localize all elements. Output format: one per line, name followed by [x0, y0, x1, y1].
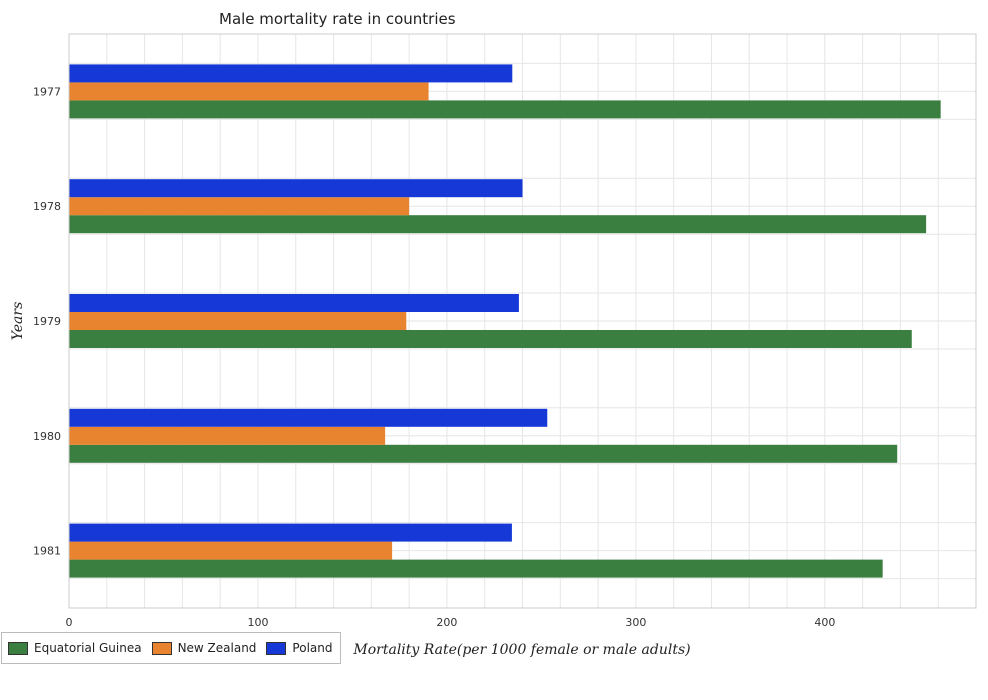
y-axis-ticks: 1977 1978 1979 1980 1981 [33, 85, 61, 557]
bar-new-zealand-1977 [69, 82, 429, 101]
bar-new-zealand-1980 [69, 426, 386, 445]
y-tick-label: 1980 [33, 430, 61, 443]
x-tick-label: 400 [814, 616, 835, 629]
bar-poland-1977 [69, 64, 513, 83]
bar-poland-1979 [69, 294, 519, 312]
bar-new-zealand-1978 [69, 197, 410, 216]
bar-poland-1978 [69, 179, 523, 198]
x-axis-ticks: 0 100 200 300 400 [66, 616, 836, 629]
chart-title: Male mortality rate in countries [219, 10, 456, 28]
legend-swatch [8, 641, 28, 655]
bar-equatorial-guinea-1979 [69, 330, 912, 348]
legend-label: Poland [292, 641, 333, 655]
legend: Equatorial Guinea New Zealand Poland [1, 632, 342, 664]
bar-equatorial-guinea-1980 [69, 444, 898, 463]
plot-frame [68, 33, 977, 609]
x-tick-label: 100 [247, 616, 268, 629]
legend-item: Poland [266, 641, 332, 655]
y-axis-label: Years [10, 302, 26, 341]
legend-label: Equatorial Guinea [34, 641, 142, 655]
bar-new-zealand-1981 [69, 541, 393, 560]
bar-poland-1981 [69, 523, 512, 542]
bars [69, 64, 941, 578]
legend-item: Equatorial Guinea [8, 641, 142, 655]
x-tick-label: 200 [436, 616, 457, 629]
bar-new-zealand-1979 [69, 312, 407, 330]
y-tick-label: 1979 [33, 315, 61, 328]
legend-label: New Zealand [177, 641, 257, 655]
x-tick-label: 0 [66, 616, 73, 629]
bar-equatorial-guinea-1977 [69, 100, 941, 119]
y-tick-label: 1978 [33, 200, 61, 213]
bar-equatorial-guinea-1978 [69, 215, 927, 234]
bar-poland-1980 [69, 408, 548, 427]
bar-equatorial-guinea-1981 [69, 559, 883, 578]
y-tick-label: 1981 [33, 545, 61, 558]
y-tick-label: 1977 [33, 85, 61, 98]
x-tick-label: 300 [625, 616, 646, 629]
legend-swatch [151, 641, 172, 655]
legend-item: New Zealand [151, 641, 257, 655]
legend-swatch [266, 641, 287, 655]
x-axis-label: Mortality Rate(per 1000 female or male a… [352, 642, 690, 658]
